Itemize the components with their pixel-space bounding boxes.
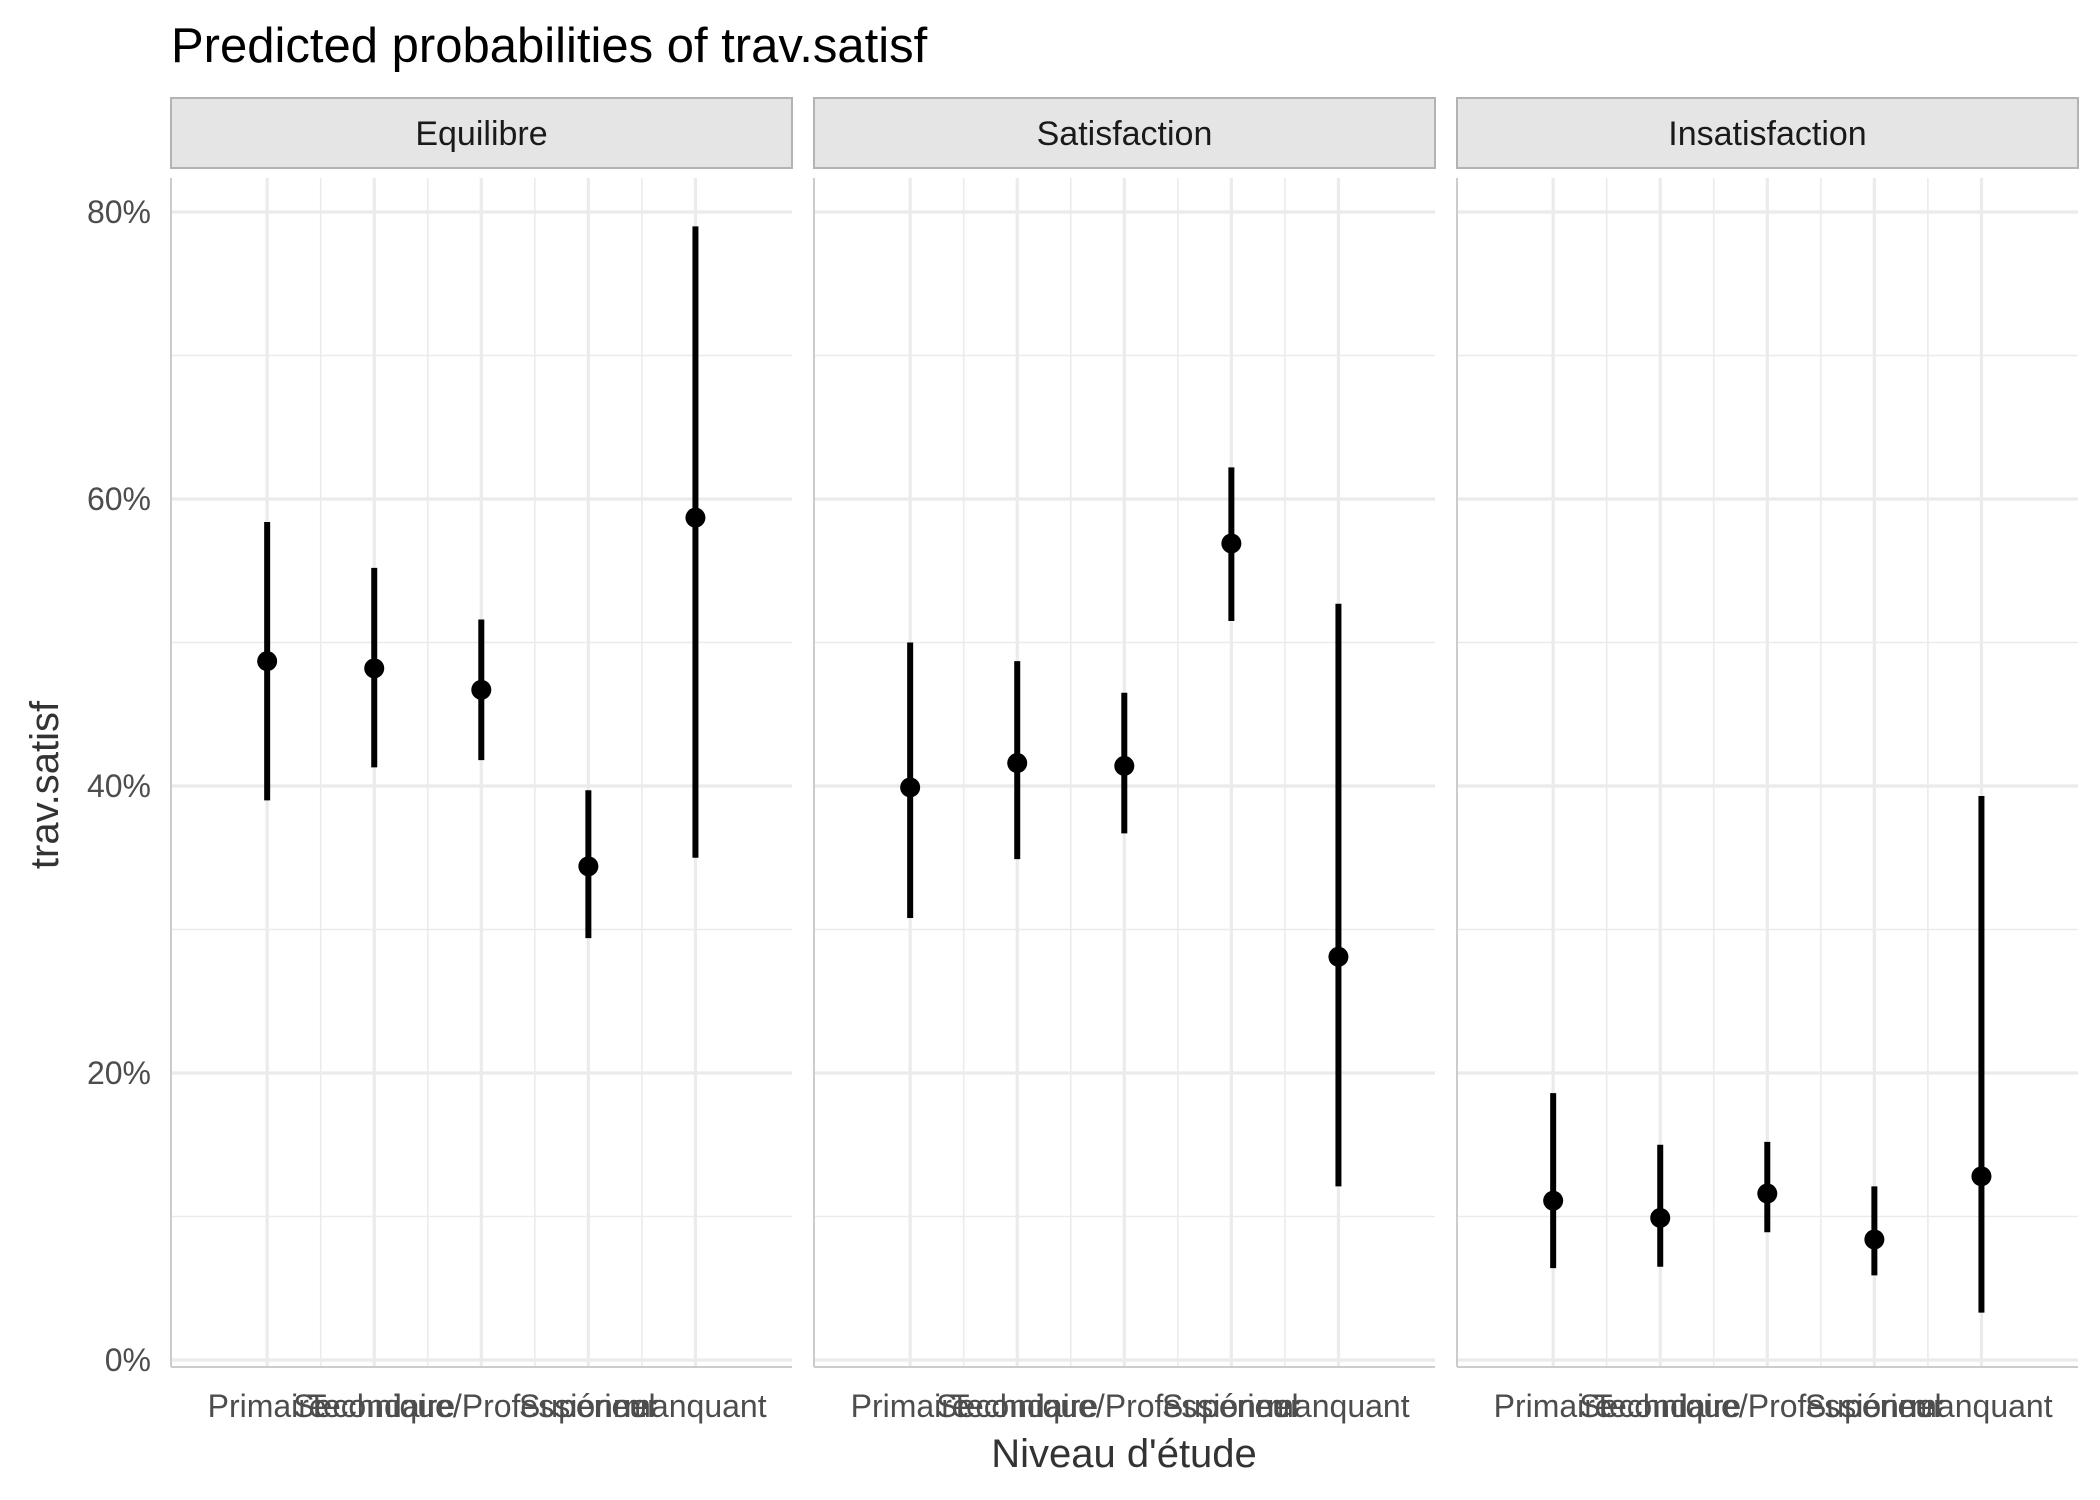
- y-tick-label: 80%: [87, 194, 151, 230]
- x-tick-label: Supérieur: [1805, 1388, 1944, 1424]
- data-point: [1971, 1166, 1992, 1187]
- y-axis: 0% 20% 40% 60% 80%: [87, 194, 151, 1378]
- y-tick-label: 40%: [87, 768, 151, 804]
- data-point: [1007, 753, 1028, 774]
- x-tick-label: Technique/Professionnel: [950, 1388, 1299, 1424]
- x-tick-label: Primaire: [1494, 1388, 1613, 1424]
- panel-insatisfaction: Insatisfaction PrimaireSecondaireTechniqu…: [1456, 97, 2079, 1424]
- data-point: [578, 856, 599, 877]
- x-tick-label: Supérieur: [519, 1388, 658, 1424]
- chart-title: Predicted probabilities of trav.satisf: [171, 19, 928, 73]
- x-tick-label: Secondaire: [936, 1388, 1098, 1424]
- data-point: [1757, 1183, 1778, 1204]
- facet-label: Satisfaction: [1037, 115, 1213, 153]
- facet-strip: [813, 97, 1436, 169]
- y-tick-label: 60%: [87, 481, 151, 517]
- x-tick-label: Primaire: [851, 1388, 970, 1424]
- facet-panels: EquilibrePrimaireSecondaireTechnique/Pro…: [170, 97, 2079, 1424]
- x-tick-label: Secondaire: [1579, 1388, 1741, 1424]
- data-point: [1114, 755, 1135, 776]
- x-tick-label: manquant: [624, 1388, 766, 1424]
- x-tick-label: Secondaire: [293, 1388, 455, 1424]
- data-point: [1328, 946, 1349, 967]
- y-tick-label: 0%: [105, 1342, 151, 1378]
- data-point: [364, 658, 385, 679]
- facet-label: Equilibre: [415, 115, 547, 153]
- facet-strip: [170, 97, 793, 169]
- x-tick-label: Primaire: [208, 1388, 327, 1424]
- x-tick-label: manquant: [1910, 1388, 2052, 1424]
- data-point: [471, 679, 492, 700]
- facet-label: Insatisfaction: [1668, 115, 1866, 153]
- y-tick-label: 20%: [87, 1055, 151, 1091]
- data-point: [1221, 533, 1242, 554]
- data-point: [900, 777, 921, 798]
- data-point: [257, 651, 278, 672]
- x-tick-label: Supérieur: [1162, 1388, 1301, 1424]
- data-point: [685, 507, 706, 528]
- y-axis-title: trav.satisf: [23, 700, 67, 869]
- panel-satisfaction: Satisfaction PrimaireSecondaireTechnique/…: [813, 97, 1436, 1424]
- data-point: [1650, 1207, 1671, 1228]
- data-point: [1543, 1190, 1564, 1211]
- x-axis-title: Niveau d'étude: [991, 1432, 1257, 1476]
- panel-equilibre: Equilibre PrimaireSecondaireTechnique/Pro…: [170, 97, 793, 1424]
- facet-strip: [1456, 97, 2079, 169]
- data-point: [1864, 1229, 1885, 1250]
- x-tick-label: Technique/Professionnel: [307, 1388, 656, 1424]
- x-tick-label: Technique/Professionnel: [1593, 1388, 1942, 1424]
- x-tick-label: manquant: [1267, 1388, 1409, 1424]
